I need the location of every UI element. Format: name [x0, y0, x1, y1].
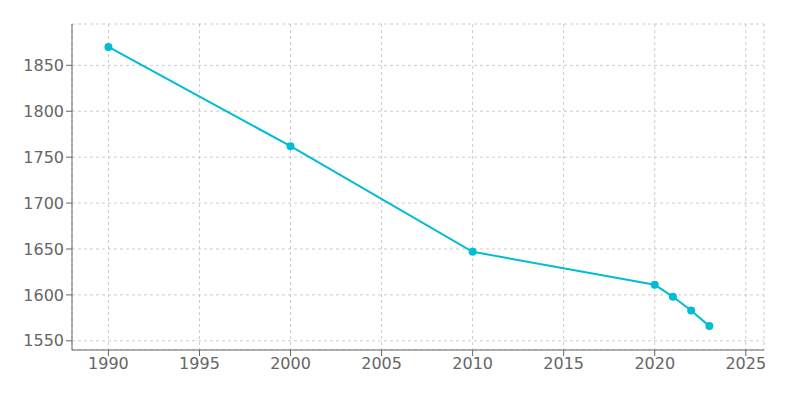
svg-text:1650: 1650 — [23, 240, 64, 259]
svg-text:1750: 1750 — [23, 148, 64, 167]
svg-text:2015: 2015 — [543, 354, 584, 373]
svg-text:2000: 2000 — [270, 354, 311, 373]
svg-text:2025: 2025 — [725, 354, 766, 373]
svg-text:2020: 2020 — [634, 354, 675, 373]
svg-text:2010: 2010 — [452, 354, 493, 373]
svg-text:1600: 1600 — [23, 286, 64, 305]
svg-text:2005: 2005 — [361, 354, 402, 373]
svg-text:1700: 1700 — [23, 194, 64, 213]
svg-text:1850: 1850 — [23, 56, 64, 75]
svg-text:1990: 1990 — [88, 354, 129, 373]
svg-text:1550: 1550 — [23, 331, 64, 350]
svg-text:1995: 1995 — [179, 354, 220, 373]
svg-text:1800: 1800 — [23, 102, 64, 121]
